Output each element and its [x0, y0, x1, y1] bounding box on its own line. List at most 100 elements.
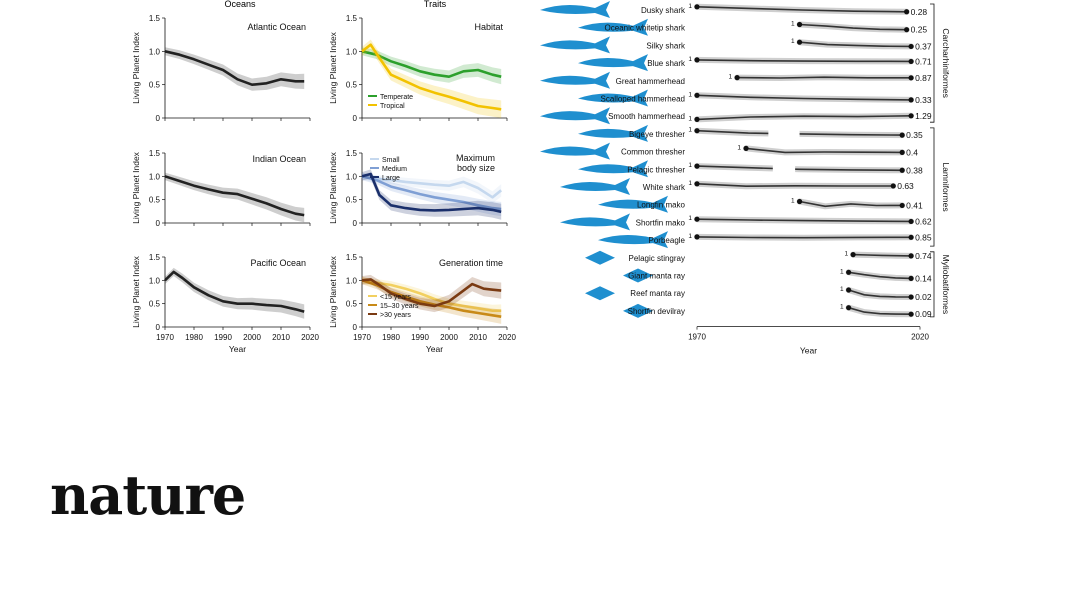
species-name: Bigeye thresher	[629, 130, 685, 139]
y-tick-label: 1.5	[149, 253, 161, 262]
trend-line	[696, 129, 903, 136]
panel-0: 0 0.5 1.0 1.5 Living Planet Index Atlantic Oc…	[131, 14, 311, 123]
species-name: Porbeagle	[649, 236, 686, 245]
panel-title: body size	[457, 163, 495, 173]
end-value-label: 0.85	[915, 232, 932, 242]
trend-line	[696, 115, 912, 121]
y-tick-label: 1.0	[149, 172, 161, 181]
trend-line	[799, 41, 912, 48]
series-band	[362, 274, 502, 313]
end-marker	[908, 234, 914, 240]
ray-silhouette	[585, 286, 615, 301]
ray-silhouette	[623, 303, 653, 318]
data-gap	[768, 124, 800, 143]
species-name: Pelagic thresher	[627, 165, 685, 174]
end-value-label: 0.63	[897, 181, 914, 191]
end-value-label: 0.4	[906, 147, 918, 157]
start-marker	[743, 145, 749, 151]
x-axis-label: Year	[426, 344, 443, 354]
series-band	[362, 39, 502, 118]
end-marker	[908, 253, 914, 259]
legend-label: Small	[382, 157, 400, 164]
end-value-label: 0.71	[915, 56, 932, 66]
series-band	[165, 172, 305, 223]
start-marker-label: 1	[688, 233, 692, 240]
line-panels: 0 0.5 1.0 1.5 Living Planet Index Atlantic Oc…	[131, 14, 516, 354]
legend-label: Large	[382, 175, 400, 182]
start-marker	[734, 75, 740, 81]
end-marker	[908, 75, 914, 81]
species-name: Common thresher	[621, 148, 685, 157]
traits-header: Traits	[424, 0, 447, 9]
end-marker	[908, 311, 914, 317]
start-marker	[694, 116, 700, 122]
start-marker	[846, 269, 852, 275]
end-value-label: 0.38	[906, 165, 923, 175]
start-marker-label: 1	[840, 286, 844, 293]
trend-line	[848, 306, 912, 315]
start-marker-label: 1	[840, 268, 844, 275]
y-tick-label: 0.5	[346, 196, 358, 205]
trend-line	[799, 23, 907, 31]
y-tick-label: 0.5	[149, 300, 161, 309]
x-tick-label: 1980	[185, 333, 203, 342]
y-tick-label: 1.0	[149, 276, 161, 285]
series-line	[361, 50, 502, 78]
end-value-label: 0.35	[906, 130, 923, 140]
species-name: Longfin mako	[637, 201, 686, 210]
species-name: Great hammerhead	[616, 77, 685, 86]
start-marker	[694, 216, 700, 222]
species-x-axis-label: Year	[800, 346, 817, 356]
series-line	[361, 279, 502, 312]
x-tick-label: 1990	[411, 333, 429, 342]
start-marker-label: 1	[688, 127, 692, 134]
x-tick-label: 1970	[353, 333, 371, 342]
start-marker	[846, 287, 852, 293]
ray-silhouette	[585, 250, 615, 265]
species-name: Reef manta ray	[630, 289, 685, 298]
y-tick-label: 0.5	[149, 196, 161, 205]
start-marker	[850, 252, 856, 258]
shark-silhouette	[598, 231, 668, 249]
nature-logo: nature	[50, 463, 246, 527]
end-marker	[899, 132, 905, 138]
end-value-label: 0.37	[915, 41, 932, 51]
shark-silhouette	[578, 124, 648, 142]
species-row: Porbeagle 1 0.85	[598, 231, 932, 249]
start-marker-label: 1	[688, 56, 692, 63]
panel-title: Generation time	[439, 258, 503, 268]
trend-line	[696, 165, 903, 172]
end-value-label: 0.74	[915, 251, 932, 261]
end-marker	[899, 167, 905, 173]
shark-silhouette	[560, 178, 630, 195]
end-marker	[908, 218, 914, 225]
species-row: Oceanic whitetip shark 1 0.25	[578, 18, 928, 36]
trend-line	[696, 218, 912, 223]
panel-1: 0 0.5 1.0 1.5 Living Planet Index Indian Ocea…	[131, 149, 311, 228]
species-row: Pelagic thresher 1 0.38	[578, 160, 923, 179]
panel-title: Pacific Ocean	[250, 258, 306, 268]
order-label: Myliobatiformes	[941, 255, 951, 315]
legend-label: Medium	[382, 166, 407, 173]
species-row: Giant manta ray 1 0.14	[623, 268, 932, 283]
legend-label: Tropical	[380, 103, 405, 110]
species-name: Blue shark	[647, 59, 686, 68]
y-tick-label: 1.0	[346, 47, 358, 56]
end-marker	[899, 149, 905, 155]
start-marker-label: 1	[688, 215, 692, 222]
start-marker	[694, 128, 700, 134]
end-marker	[908, 58, 914, 65]
end-value-label: 0.14	[915, 273, 932, 283]
trend-line	[696, 236, 912, 239]
order-bracket	[930, 3, 935, 123]
trend-line	[737, 76, 912, 79]
species-row: Dusky shark 1 0.28	[540, 1, 927, 18]
species-row: White shark 1 0.63	[560, 178, 914, 195]
data-gap	[772, 160, 796, 179]
end-value-label: 0.25	[911, 25, 928, 35]
x-tick-label: 2000	[243, 333, 261, 342]
shark-silhouette	[540, 142, 610, 160]
y-tick-label: 1.0	[149, 47, 161, 56]
panel-4: 0 0.5 1.0 1.5 Living Planet Index Maximumbody…	[328, 149, 508, 228]
